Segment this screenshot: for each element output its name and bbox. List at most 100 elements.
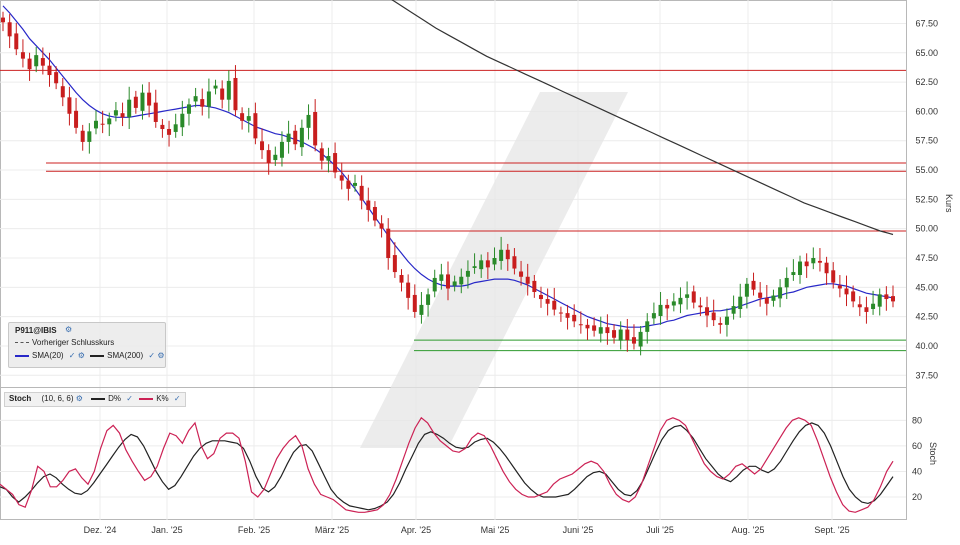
candle-body [34,55,39,67]
candle-body [160,124,165,129]
candle-body [891,296,895,302]
candle-body [319,148,324,161]
candle-body [671,301,676,306]
candle-body [459,276,464,285]
y-tick-label: 42.50 [915,312,938,322]
candle-body [804,261,809,267]
x-tick-label: Mai '25 [481,525,510,535]
candle-body [273,154,278,161]
candle-body [60,86,65,98]
candle-body [817,260,822,263]
candle-body [339,175,344,181]
candle-body [233,77,238,111]
x-tick-label: Dez. '24 [84,525,117,535]
candle-body [432,277,437,292]
check-icon[interactable]: ✓ [148,351,156,360]
candle-body [279,141,284,158]
candle-body [718,323,723,325]
candle-body [691,291,696,303]
price-legend: P911@IBIS ⚙ Vorheriger Schlusskurs SMA(2… [8,322,166,368]
candle-body [545,299,550,304]
candle-body [359,185,364,201]
candle-body [538,294,543,300]
candle-body [658,304,663,317]
x-tick-label: Apr. '25 [401,525,431,535]
settings-icon[interactable]: ⚙ [77,351,85,360]
grid-layer [0,0,907,520]
candle-body [705,307,710,316]
candle-body [167,129,172,135]
candle-body [266,150,271,164]
candle-body [366,200,371,210]
candle-body [186,104,191,114]
settings-icon[interactable]: ⚙ [65,325,73,334]
candle-body [837,285,842,289]
candle-body [465,270,470,277]
stoch-title: Stoch [9,394,32,403]
candle-body [678,297,683,305]
candle-body [605,327,610,334]
stoch-axis-label: Stoch [928,442,938,465]
candle-body [871,303,876,310]
stoch-params: (10, 6, 6) [41,394,74,403]
check-icon[interactable]: ✓ [173,394,181,403]
candle-body [299,127,304,148]
candle-body [565,313,570,318]
candle-body [353,182,358,186]
candle-body [47,65,52,76]
symbol-label: P911@IBIS [15,326,57,335]
x-tick-label: Juni '25 [563,525,594,535]
candle-body [631,337,636,344]
stoch-y-tick-label: 80 [912,415,922,425]
candle-body [778,287,783,299]
y-tick-label: 62.50 [915,77,938,87]
candle-body [379,223,384,229]
candle-body [246,116,251,121]
d-label: D% [108,394,122,403]
candle-body [419,304,424,315]
candle-body [193,96,198,102]
candle-body [612,330,617,338]
candle-body [220,88,225,100]
legend-sma: SMA(20) ✓ ⚙ SMA(200) ✓ ⚙ [15,351,164,360]
candle-body [54,72,59,84]
candle-body [492,258,497,265]
candle-body [598,327,603,334]
sma20-line-icon [15,354,29,357]
candle-body [87,131,92,142]
candle-body [625,329,630,341]
candle-body [638,331,643,347]
y-tick-label: 37.50 [915,370,938,380]
candle-body [844,288,849,295]
y-tick-label: 57.50 [915,136,938,146]
candle-body [260,141,265,151]
candle-body [206,91,211,107]
settings-icon[interactable]: ⚙ [157,351,165,360]
candle-body [173,124,178,132]
candle-body [665,304,670,309]
candle-body [724,316,729,325]
stoch-legend: Stoch (10, 6, 6) ⚙ D% ✓ K% ✓ [4,392,186,407]
candle-body [253,113,258,139]
candle-body [651,313,656,319]
candle-body [758,292,763,298]
candle-body [200,99,205,107]
check-icon[interactable]: ✓ [68,351,76,360]
settings-icon[interactable]: ⚙ [75,394,83,403]
candle-body [857,304,862,308]
candle-body [764,297,769,304]
candle-body [313,111,318,146]
k-label: K% [156,394,169,403]
k-line-icon [139,397,154,400]
candle-body [784,277,789,288]
candle-body [585,324,590,329]
candle-body [133,96,138,108]
candle-body [20,52,25,59]
sma200-line [391,0,894,236]
check-icon[interactable]: ✓ [126,394,133,403]
candle-body [27,58,32,70]
candles [1,11,895,356]
y-axis-label: Kurs [944,194,954,213]
candle-body [519,271,524,277]
